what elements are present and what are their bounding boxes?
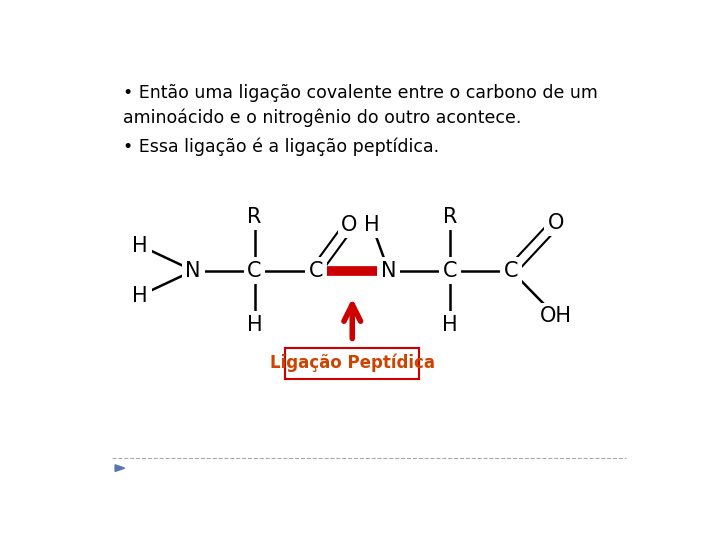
Text: H: H bbox=[132, 286, 148, 306]
Text: R: R bbox=[248, 207, 262, 227]
Text: C: C bbox=[443, 261, 457, 281]
Text: H: H bbox=[132, 235, 148, 255]
Text: H: H bbox=[364, 215, 379, 235]
Text: C: C bbox=[248, 261, 262, 281]
Polygon shape bbox=[115, 465, 125, 471]
Text: • Então uma ligação covalente entre o carbono de um: • Então uma ligação covalente entre o ca… bbox=[124, 84, 598, 102]
Text: N: N bbox=[186, 261, 201, 281]
Text: OH: OH bbox=[540, 306, 572, 326]
Text: H: H bbox=[442, 315, 458, 335]
Text: H: H bbox=[247, 315, 262, 335]
Text: Ligação Peptídica: Ligação Peptídica bbox=[270, 354, 435, 373]
Text: O: O bbox=[341, 215, 358, 235]
Text: R: R bbox=[443, 207, 457, 227]
Text: O: O bbox=[548, 213, 564, 233]
Text: N: N bbox=[381, 261, 396, 281]
FancyBboxPatch shape bbox=[285, 348, 419, 379]
Text: C: C bbox=[504, 261, 518, 281]
Text: aminoácido e o nitrogênio do outro acontece.: aminoácido e o nitrogênio do outro acont… bbox=[124, 109, 522, 127]
Text: C: C bbox=[309, 261, 323, 281]
Text: • Essa ligação é a ligação peptídica.: • Essa ligação é a ligação peptídica. bbox=[124, 138, 440, 156]
